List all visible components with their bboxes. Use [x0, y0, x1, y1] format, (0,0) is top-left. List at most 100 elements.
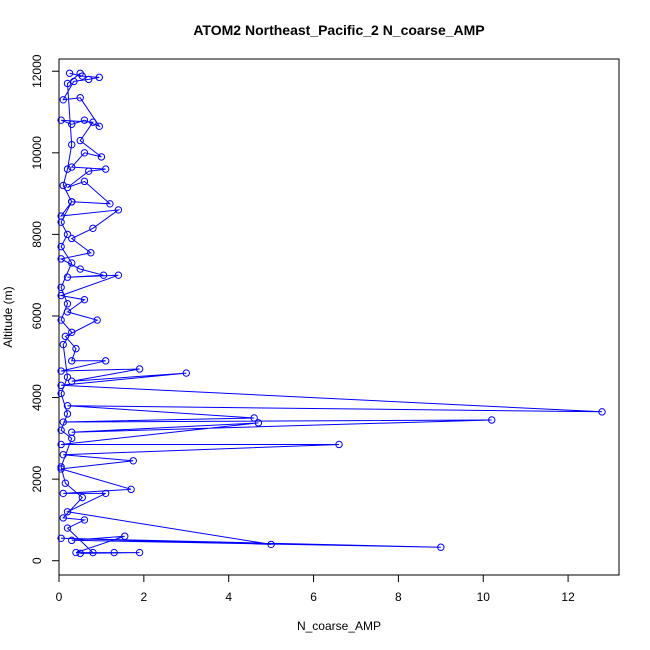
data-point — [106, 200, 114, 208]
data-point — [63, 165, 72, 173]
data-point — [182, 369, 190, 377]
data-point — [63, 230, 72, 239]
data-point — [57, 291, 65, 300]
data-point — [59, 514, 67, 522]
data-point — [101, 165, 110, 173]
data-point — [57, 465, 65, 473]
data-point — [57, 367, 65, 375]
data-point — [57, 316, 65, 324]
data-point — [57, 389, 65, 398]
x-tick-label: 2 — [141, 590, 148, 604]
data-point — [57, 381, 65, 390]
data-point — [135, 365, 144, 373]
data-point — [68, 434, 76, 443]
data-point — [68, 234, 76, 243]
data-point — [488, 416, 496, 424]
data-point — [93, 316, 101, 324]
y-tick-label: 2000 — [30, 465, 44, 492]
data-point — [57, 463, 65, 471]
data-point — [68, 357, 76, 365]
data-point — [63, 410, 72, 418]
series-line — [59, 72, 603, 554]
data-point — [254, 419, 263, 427]
data-point — [70, 77, 78, 86]
data-point — [80, 295, 89, 304]
x-tick-label: 8 — [395, 590, 402, 604]
data-point — [68, 377, 76, 385]
data-point — [129, 457, 137, 465]
data-point — [59, 340, 67, 349]
data-series — [59, 72, 603, 554]
data-point — [76, 136, 84, 145]
data-point — [80, 116, 89, 124]
data-point — [95, 73, 104, 82]
data-point — [267, 540, 275, 549]
y-tick-label: 8000 — [30, 221, 44, 248]
data-point — [63, 402, 72, 410]
y-tick-label: 6000 — [30, 302, 44, 329]
data-point — [89, 224, 97, 232]
data-point — [76, 549, 84, 558]
data-point — [63, 308, 72, 316]
data-point — [61, 332, 70, 341]
data-point — [84, 167, 93, 175]
data-point — [57, 255, 65, 263]
data-point — [99, 271, 108, 279]
data-point — [437, 543, 445, 551]
data-point — [57, 218, 65, 226]
y-tick-label: 4000 — [30, 384, 44, 411]
data-point — [101, 357, 110, 365]
data-point — [63, 273, 72, 281]
data-point — [59, 181, 67, 190]
data-point — [72, 548, 80, 557]
data-point — [80, 177, 89, 186]
data-point — [84, 75, 93, 84]
data-point — [68, 120, 76, 128]
data-point — [57, 283, 65, 292]
data-point — [114, 206, 123, 214]
data-point — [76, 265, 84, 273]
data-point — [95, 122, 104, 131]
data-point — [97, 153, 106, 161]
data-point — [63, 79, 72, 88]
data-point — [110, 548, 118, 557]
data-point — [78, 493, 87, 502]
data-point — [335, 440, 343, 449]
data-point — [59, 489, 67, 498]
data-point — [121, 532, 129, 540]
data-point — [59, 450, 67, 459]
data-point — [57, 440, 65, 449]
data-point — [598, 408, 606, 416]
x-axis: 0 2 4 6 8 10 12 — [56, 574, 575, 604]
data-point — [57, 242, 65, 251]
data-point — [59, 418, 67, 426]
y-tick-label: 12000 — [30, 54, 44, 88]
y-axis-label: Altitude (m) — [1, 286, 15, 347]
data-point — [57, 534, 65, 542]
plot-frame — [58, 58, 620, 576]
data-point — [135, 548, 144, 557]
data-point — [61, 479, 70, 487]
data-points — [57, 69, 606, 558]
data-point — [76, 69, 84, 77]
y-tick-label: 0 — [30, 557, 44, 564]
data-point — [68, 163, 76, 171]
y-tick-label: 10000 — [30, 136, 44, 170]
data-point — [89, 118, 97, 126]
x-tick-label: 4 — [225, 590, 232, 604]
data-point — [80, 516, 89, 524]
data-point — [68, 259, 76, 267]
data-point — [89, 548, 97, 557]
data-point — [57, 426, 65, 434]
data-point — [63, 524, 72, 532]
data-point — [59, 96, 67, 104]
data-point — [63, 183, 72, 192]
data-point — [87, 249, 95, 257]
data-point — [72, 344, 80, 353]
y-axis: 0 2000 4000 6000 8000 10000 12000 — [30, 54, 60, 564]
data-point — [250, 414, 258, 422]
data-point — [68, 140, 76, 149]
data-point — [68, 328, 76, 336]
data-point — [101, 489, 110, 498]
